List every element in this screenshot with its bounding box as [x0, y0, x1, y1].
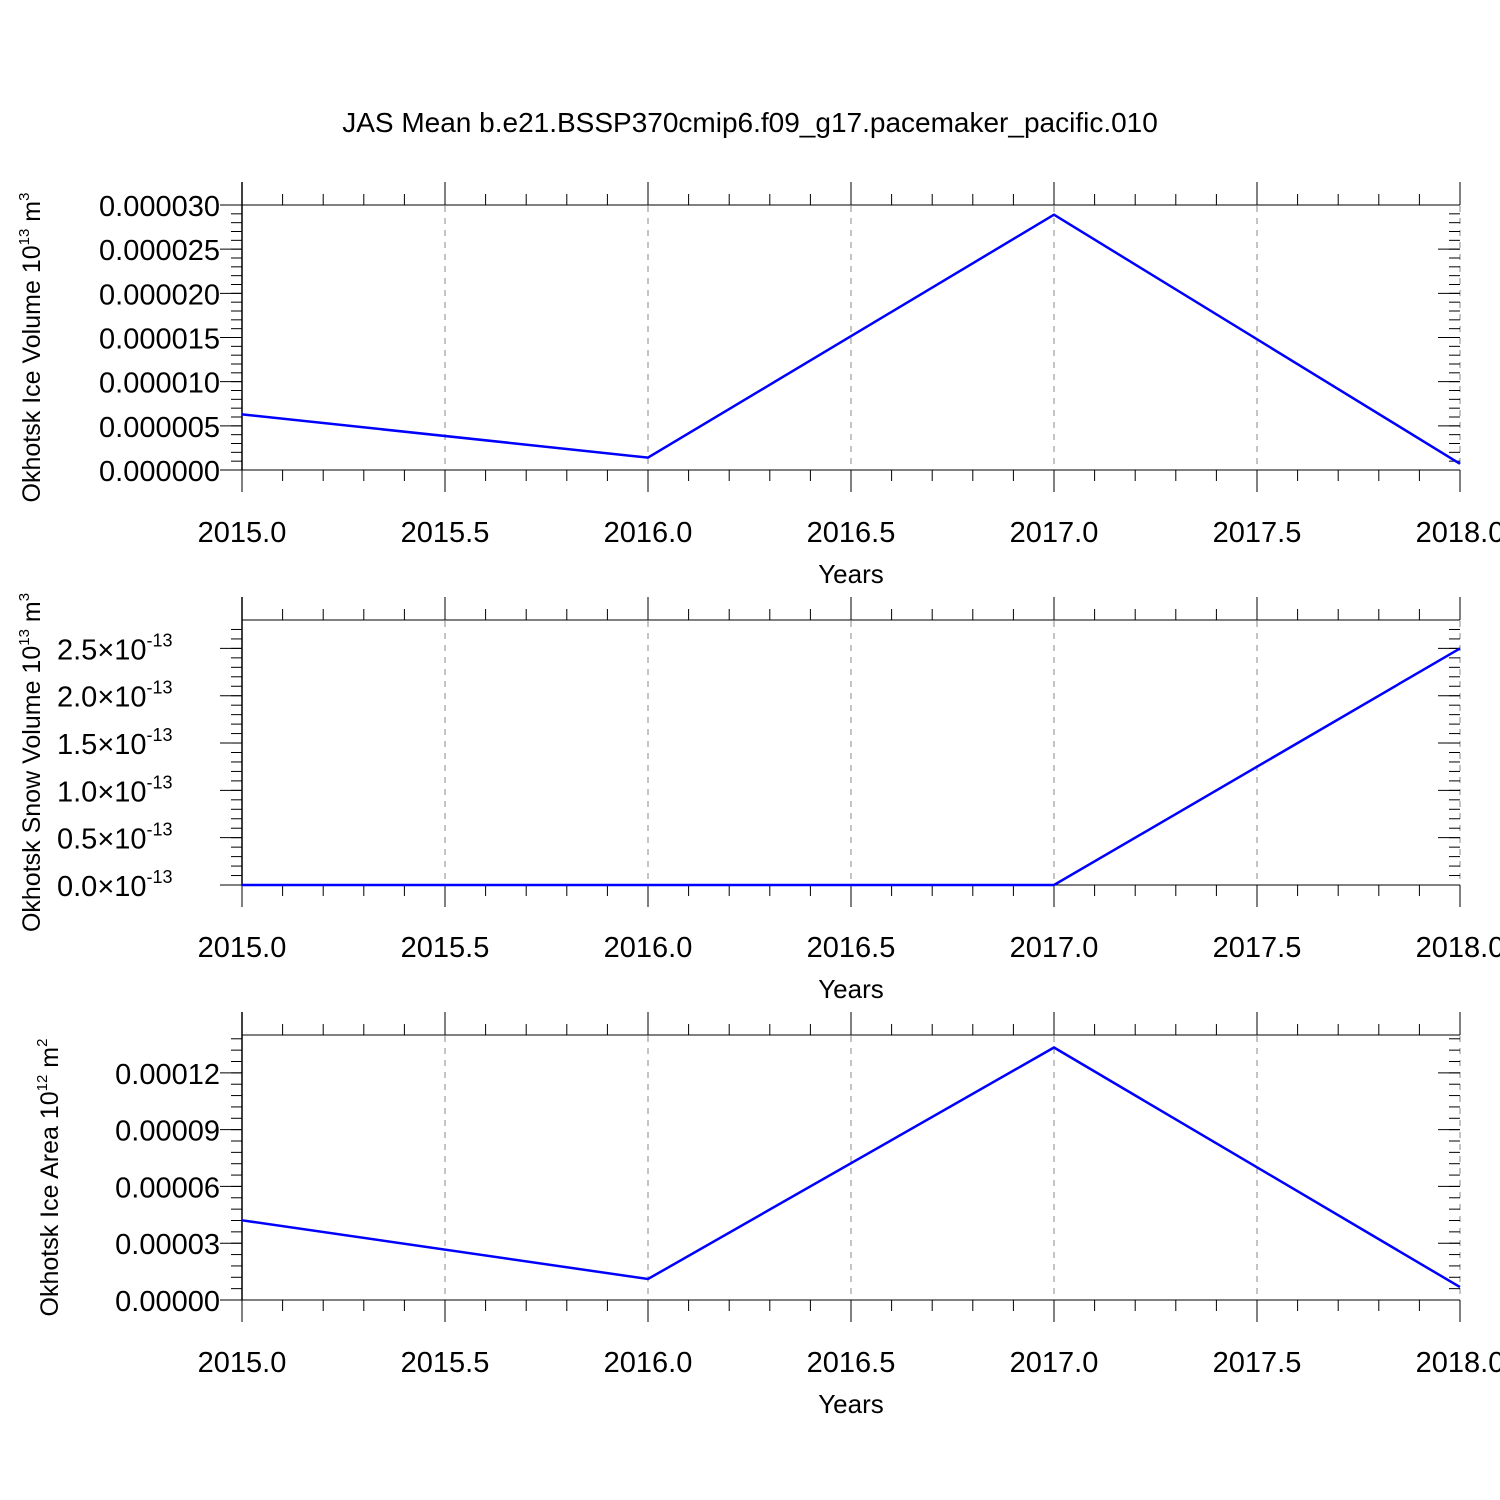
y-tick-label: 0.000020	[99, 279, 220, 311]
x-axis-label: Years	[818, 1389, 884, 1419]
x-tick-label: 2015.0	[198, 517, 287, 549]
y-tick-label: 0.00000	[115, 1286, 220, 1318]
y-tick-label: 0.00006	[115, 1172, 220, 1204]
y-tick-label: 1.0×10-13	[57, 772, 173, 808]
y-tick-label: 0.5×10-13	[57, 820, 173, 856]
figure-title: JAS Mean b.e21.BSSP370cmip6.f09_g17.pace…	[342, 107, 1158, 138]
x-tick-label: 2016.5	[807, 517, 896, 549]
chart-panel-1: 2015.0 2015.5 2016.0 2016.5 2017.0 2017.5 2018…	[16, 182, 1500, 589]
x-tick-label: 2015.0	[198, 1347, 287, 1379]
x-tick-label: 2017.0	[1010, 932, 1099, 964]
y-tick-label: 0.00009	[115, 1116, 220, 1148]
y-tick-label: 0.00012	[115, 1059, 220, 1091]
y-tick-label: 0.000015	[99, 324, 220, 356]
y-tick-label: 0.000025	[99, 235, 220, 267]
x-tick-label: 2017.5	[1213, 932, 1302, 964]
x-tick-label: 2015.5	[401, 517, 490, 549]
x-tick-label: 2018.0	[1416, 1347, 1500, 1379]
y-tick-label: 0.000005	[99, 412, 220, 444]
series-line	[241, 213, 1461, 465]
y-tick-label: 0.000010	[99, 368, 220, 400]
x-tick-label: 2015.5	[401, 932, 490, 964]
y-tick-label: 2.0×10-13	[57, 678, 173, 714]
panels: 2015.0 2015.5 2016.0 2016.5 2017.0 2017.5 2018…	[16, 182, 1500, 1419]
x-tick-label: 2016.5	[807, 932, 896, 964]
y-axis-label: Okhotsk Snow Volume 1013 m3	[16, 593, 46, 932]
x-tick-label: 2016.0	[604, 932, 693, 964]
x-tick-label: 2017.0	[1010, 1347, 1099, 1379]
series-line	[241, 1046, 1461, 1289]
chart-panel-2: 2015.0 2015.5 2016.0 2016.5 2017.0 2017.5 2018…	[16, 593, 1500, 1004]
y-tick-label: 0.000000	[99, 456, 220, 488]
x-tick-label: 2017.0	[1010, 517, 1099, 549]
x-tick-label: 2015.5	[401, 1347, 490, 1379]
chart-panel-3: 2015.0 2015.5 2016.0 2016.5 2017.0 2017.5 2018…	[34, 1012, 1500, 1419]
y-axis-label: Okhotsk Ice Volume 1013 m3	[16, 193, 46, 503]
x-tick-label: 2016.5	[807, 1347, 896, 1379]
series-line	[242, 647, 1461, 887]
y-tick-label: 0.00003	[115, 1229, 220, 1261]
y-tick-label: 0.000030	[99, 191, 220, 223]
x-axis-label: Years	[818, 559, 884, 589]
y-tick-label: 0.0×10-13	[57, 867, 173, 903]
x-tick-label: 2016.0	[604, 517, 693, 549]
x-axis-label: Years	[818, 974, 884, 1004]
x-tick-label: 2015.0	[198, 932, 287, 964]
y-tick-label: 2.5×10-13	[57, 630, 173, 666]
x-tick-label: 2017.5	[1213, 1347, 1302, 1379]
y-tick-label: 1.5×10-13	[57, 725, 173, 761]
x-tick-label: 2016.0	[604, 1347, 693, 1379]
x-tick-label: 2017.5	[1213, 517, 1302, 549]
y-axis-label: Okhotsk Ice Area 1012 m2	[34, 1039, 64, 1317]
x-tick-label: 2018.0	[1416, 932, 1500, 964]
x-tick-label: 2018.0	[1416, 517, 1500, 549]
